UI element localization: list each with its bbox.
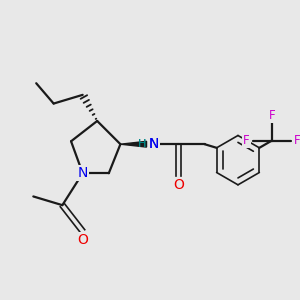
Bar [130, 134, 160, 154]
Text: H: H [138, 139, 146, 149]
Text: F: F [243, 134, 250, 147]
Text: O: O [77, 233, 88, 247]
Text: N: N [77, 166, 88, 180]
Text: H: H [138, 139, 146, 149]
Text: N: N [148, 137, 159, 151]
Text: O: O [173, 178, 184, 192]
Text: F: F [294, 134, 300, 147]
Text: N: N [148, 137, 159, 151]
Text: F: F [268, 109, 275, 122]
Polygon shape [120, 141, 146, 147]
